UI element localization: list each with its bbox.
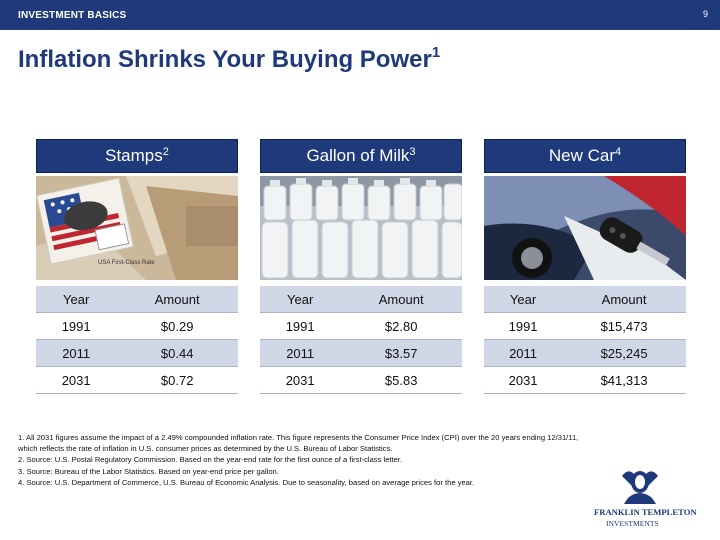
milk-table: Year Amount 1991 $2.80 2011 $3.57 2031 $5.83 (260, 286, 462, 394)
stamp-caption: USA First-Class Rate (98, 260, 155, 266)
table-row: 2011 $3.57 (260, 339, 462, 367)
footnote: 1. All 2031 figures assume the impact of… (18, 433, 579, 454)
section-label: INVESTMENT BASICS (18, 10, 127, 21)
table-row: 1991 $0.29 (36, 312, 238, 340)
stamps-panel: Stamps2 USA First-Class Rate Year Amount … (36, 139, 238, 394)
stamps-photo: USA First-Class Rate (36, 176, 238, 280)
milk-header: Gallon of Milk3 (260, 139, 462, 173)
table-row: 2031 $0.72 (36, 366, 238, 394)
stamps-table: Year Amount 1991 $0.29 2011 $0.44 2031 $0.72 (36, 286, 238, 394)
franklin-templeton-logo: FRANKLIN TEMPLETON INVESTMENTS (592, 468, 708, 530)
footnote: 3. Source: Bureau of the Labor Statistic… (18, 466, 279, 476)
table-row: 1991 $15,473 (484, 312, 686, 340)
table-header-row: Year Amount (260, 286, 462, 313)
table-header-row: Year Amount (484, 286, 686, 313)
logo-line2: INVESTMENTS (606, 519, 659, 528)
top-bar: INVESTMENT BASICS 9 (0, 0, 720, 30)
table-row: 2031 $41,313 (484, 366, 686, 394)
milk-photo (260, 176, 462, 280)
logo-line1: FRANKLIN TEMPLETON (594, 507, 697, 517)
milk-panel: Gallon of Milk3 Year Amount 1991 $2.80 201… (260, 139, 462, 394)
page-number: 9 (702, 9, 708, 19)
car-table: Year Amount 1991 $15,473 2011 $25,245 2031 $… (484, 286, 686, 394)
table-row: 1991 $2.80 (260, 312, 462, 340)
table-header-row: Year Amount (36, 286, 238, 313)
page-title: Inflation Shrinks Your Buying Power1 (18, 44, 441, 73)
car-panel: New Car4 Year Amount 1991 $15,473 2011 $25,… (484, 139, 686, 394)
table-row: 2011 $25,245 (484, 339, 686, 367)
stamps-header: Stamps2 (36, 139, 238, 173)
table-row: 2011 $0.44 (36, 339, 238, 367)
footnote: 2. Source: U.S. Postal Regulatory Commis… (18, 455, 403, 465)
car-photo (484, 176, 686, 280)
car-header: New Car4 (484, 139, 686, 173)
footnotes: 1. All 2031 figures assume the impact of… (18, 432, 588, 488)
footnote: 4. Source: U.S. Department of Commerce, … (18, 477, 475, 487)
table-row: 2031 $5.83 (260, 366, 462, 394)
